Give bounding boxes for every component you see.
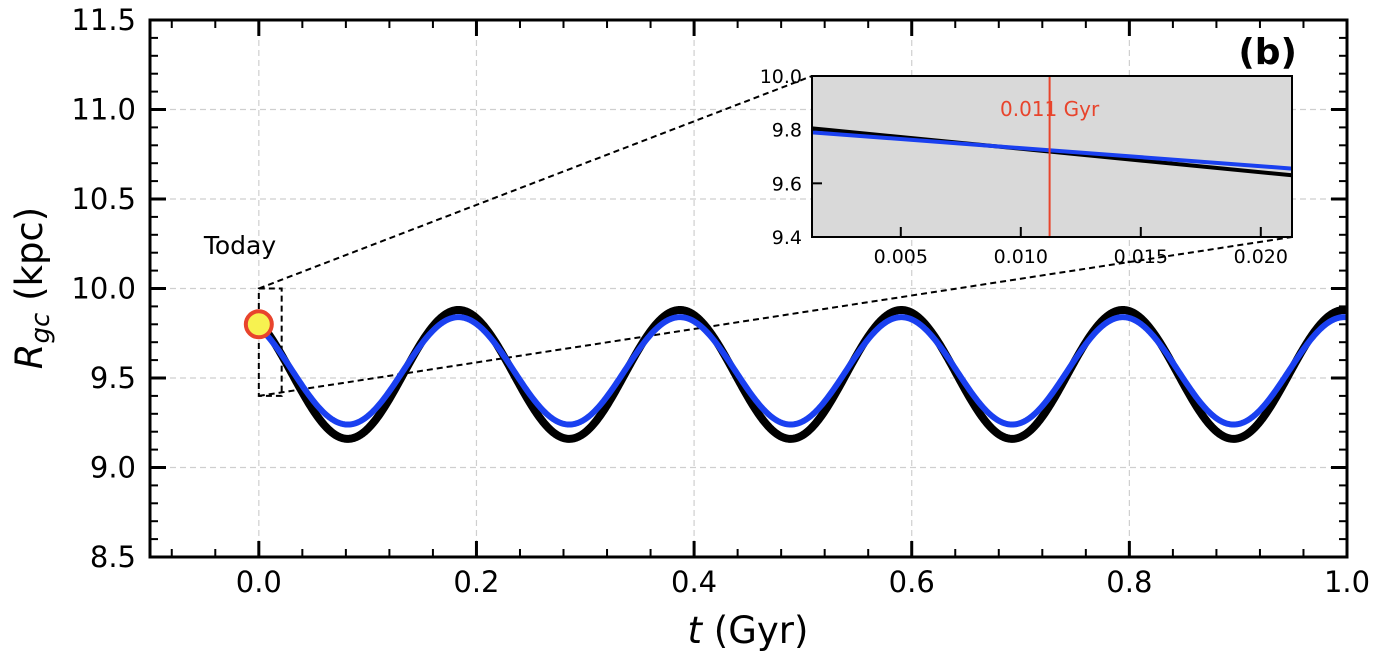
main-ticks (150, 18, 1349, 559)
y-axis-unit: (kpc) (8, 207, 51, 313)
x-tick-label: 0.2 (453, 565, 499, 599)
y-tick-label: 9.5 (90, 361, 136, 395)
y-axis-symbol: R (8, 343, 51, 369)
zoom-connector (258, 236, 1293, 397)
x-tick-label: 1.0 (1324, 565, 1370, 599)
y-axis-label: Rgc (kpc) (8, 207, 56, 369)
inset-vline-label: 0.011 Gyr (1000, 97, 1100, 121)
x-axis-symbol: t (688, 609, 704, 652)
main-tick-labels: 0.0 0.2 0.4 0.6 0.8 1.0 8.5 9.0 9.5 10.0 10.5 11.0 1… (71, 3, 1370, 599)
inset-series (812, 76, 1292, 237)
x-tick-label: 0.6 (889, 565, 935, 599)
today-marker-group (243, 309, 274, 340)
inset-y-tick-label: 9.6 (772, 173, 802, 195)
x-tick-label: 0.8 (1106, 565, 1152, 599)
x-tick-label: 0.4 (671, 565, 717, 599)
inset-x-tick-label: 0.005 (874, 246, 928, 268)
y-tick-label: 10.0 (71, 272, 136, 306)
zoom-indicator (257, 75, 1293, 397)
x-axis-label: t (Gyr) (688, 609, 809, 652)
today-marker (243, 309, 274, 340)
x-axis-unit: (Gyr) (702, 609, 808, 652)
series-line (256, 314, 1347, 428)
zoom-connector (258, 75, 813, 290)
inset-y-tick-label: 9.8 (772, 120, 802, 142)
y-tick-label: 10.5 (71, 182, 136, 216)
inset-ticks (812, 75, 1262, 238)
panel-label: (b) (1238, 32, 1297, 73)
y-tick-label: 11.0 (71, 93, 136, 127)
zoom-box (257, 287, 283, 397)
inset-frame (811, 75, 1293, 238)
inset-background (812, 76, 1292, 237)
y-tick-label: 8.5 (90, 540, 136, 574)
inset-x-tick-label: 0.015 (1114, 246, 1168, 268)
inset-tick-labels: 0.005 0.010 0.015 0.020 9.4 9.6 9.8 10.0 (760, 66, 1288, 268)
y-tick-label: 9.0 (90, 451, 136, 485)
inset-x-tick-label: 0.020 (1234, 246, 1288, 268)
inset-y-tick-label: 9.4 (772, 227, 802, 249)
y-axis-subscript: gc (26, 313, 56, 344)
main-series (255, 305, 1347, 443)
inset-series-line (812, 130, 1292, 171)
inset-x-tick-label: 0.010 (994, 246, 1048, 268)
inset-y-tick-label: 10.0 (760, 66, 802, 88)
y-tick-label: 11.5 (71, 3, 136, 37)
x-tick-label: 0.0 (236, 565, 282, 599)
inset-chart: 0.005 0.010 0.015 0.020 9.4 9.6 9.8 10.0 0.011 … (760, 66, 1293, 268)
today-label: Today (203, 231, 277, 260)
